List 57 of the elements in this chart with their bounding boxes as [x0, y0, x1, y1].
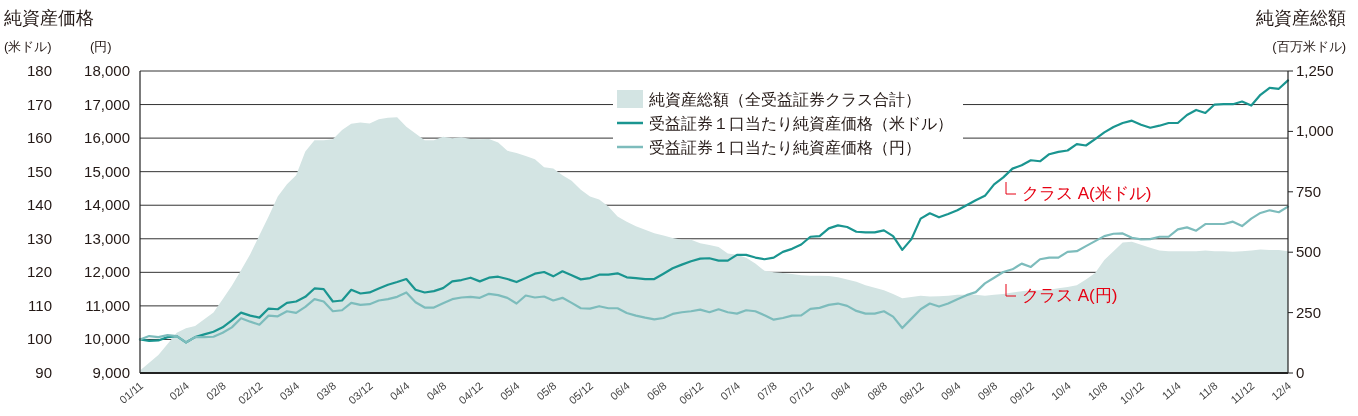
- y3-tick-label: 10,000: [84, 330, 130, 348]
- y2-tick-label: 500: [1296, 243, 1322, 261]
- y2-tick-label: 750: [1296, 182, 1322, 200]
- y2-tick-label: 1,250: [1296, 62, 1334, 79]
- x-tick-label: 09/4: [938, 379, 963, 403]
- x-tick-label: 03/8: [314, 379, 339, 403]
- x-tick-label: 11/8: [1196, 379, 1220, 402]
- y3-tick-label: 14,000: [84, 196, 130, 214]
- x-tick-label: 05/4: [497, 379, 522, 403]
- annotation: クラス A(円): [1022, 286, 1118, 305]
- x-tick-label: 06/4: [607, 379, 633, 403]
- x-tick-label: 09/8: [975, 379, 1000, 403]
- y3-tick-label: 12,000: [84, 263, 130, 281]
- y-tick-label: 140: [26, 196, 52, 214]
- y-tick-label: 160: [26, 129, 52, 147]
- x-tick-label: 04/4: [387, 379, 412, 403]
- y3-tick-label: 13,000: [84, 229, 130, 247]
- legend-label: 純資産総額（全受益証券クラス合計）: [649, 91, 921, 108]
- y2-tick-label: 250: [1296, 303, 1322, 321]
- x-tick-label: 06/8: [644, 379, 669, 403]
- y3-tick-label: 18,000: [84, 62, 130, 79]
- x-tick-label: 05/8: [534, 379, 559, 403]
- y2-tick-label: 1,000: [1296, 122, 1334, 140]
- y3-tick-label: 15,000: [84, 162, 130, 180]
- x-tick-label: 12/4: [1269, 379, 1294, 403]
- text: (百万米ドル): [1272, 39, 1346, 54]
- legend-label: 受益証券１口当たり純資産価格（米ドル）: [649, 115, 953, 132]
- x-tick-label: 11/4: [1159, 379, 1184, 402]
- y-tick-label: 100: [26, 330, 52, 348]
- y-tick-label: 150: [26, 162, 52, 180]
- x-tick-label: 10/4: [1048, 379, 1073, 403]
- text: (円): [90, 39, 112, 54]
- y-tick-label: 180: [26, 62, 52, 79]
- x-tick-label: 04/8: [424, 379, 449, 403]
- legend-label: 受益証券１口当たり純資産価格（円）: [649, 139, 921, 156]
- y-tick-label: 120: [26, 263, 52, 281]
- text: (米ドル): [4, 39, 52, 54]
- annotation: クラス A(米ドル): [1022, 184, 1152, 203]
- y3-tick-label: 11,000: [85, 296, 130, 314]
- y3-tick-label: 17,000: [84, 95, 130, 113]
- y-tick-label: 90: [35, 364, 52, 381]
- y2-axis-title: 純資産総額: [1256, 8, 1346, 28]
- y-tick-label: 170: [26, 95, 52, 113]
- x-tick-label: 08/8: [865, 379, 890, 403]
- x-tick-label: 08/4: [828, 379, 853, 403]
- x-tick-label: 10/8: [1085, 379, 1110, 403]
- x-tick-label: 07/8: [754, 379, 779, 403]
- y3-tick-label: 16,000: [84, 129, 130, 147]
- x-tick-label: 02/4: [167, 379, 192, 403]
- y-tick-label: 130: [26, 229, 52, 247]
- x-tick-label: 07/4: [718, 379, 743, 403]
- x-tick-label: 02/8: [203, 379, 228, 403]
- y-tick-label: 110: [28, 296, 52, 314]
- y3-tick-label: 9,000: [92, 364, 130, 381]
- y2-tick-label: 0: [1296, 364, 1305, 381]
- y-axis-title: 純資産価格: [4, 8, 94, 28]
- x-tick-label: 03/4: [277, 379, 302, 403]
